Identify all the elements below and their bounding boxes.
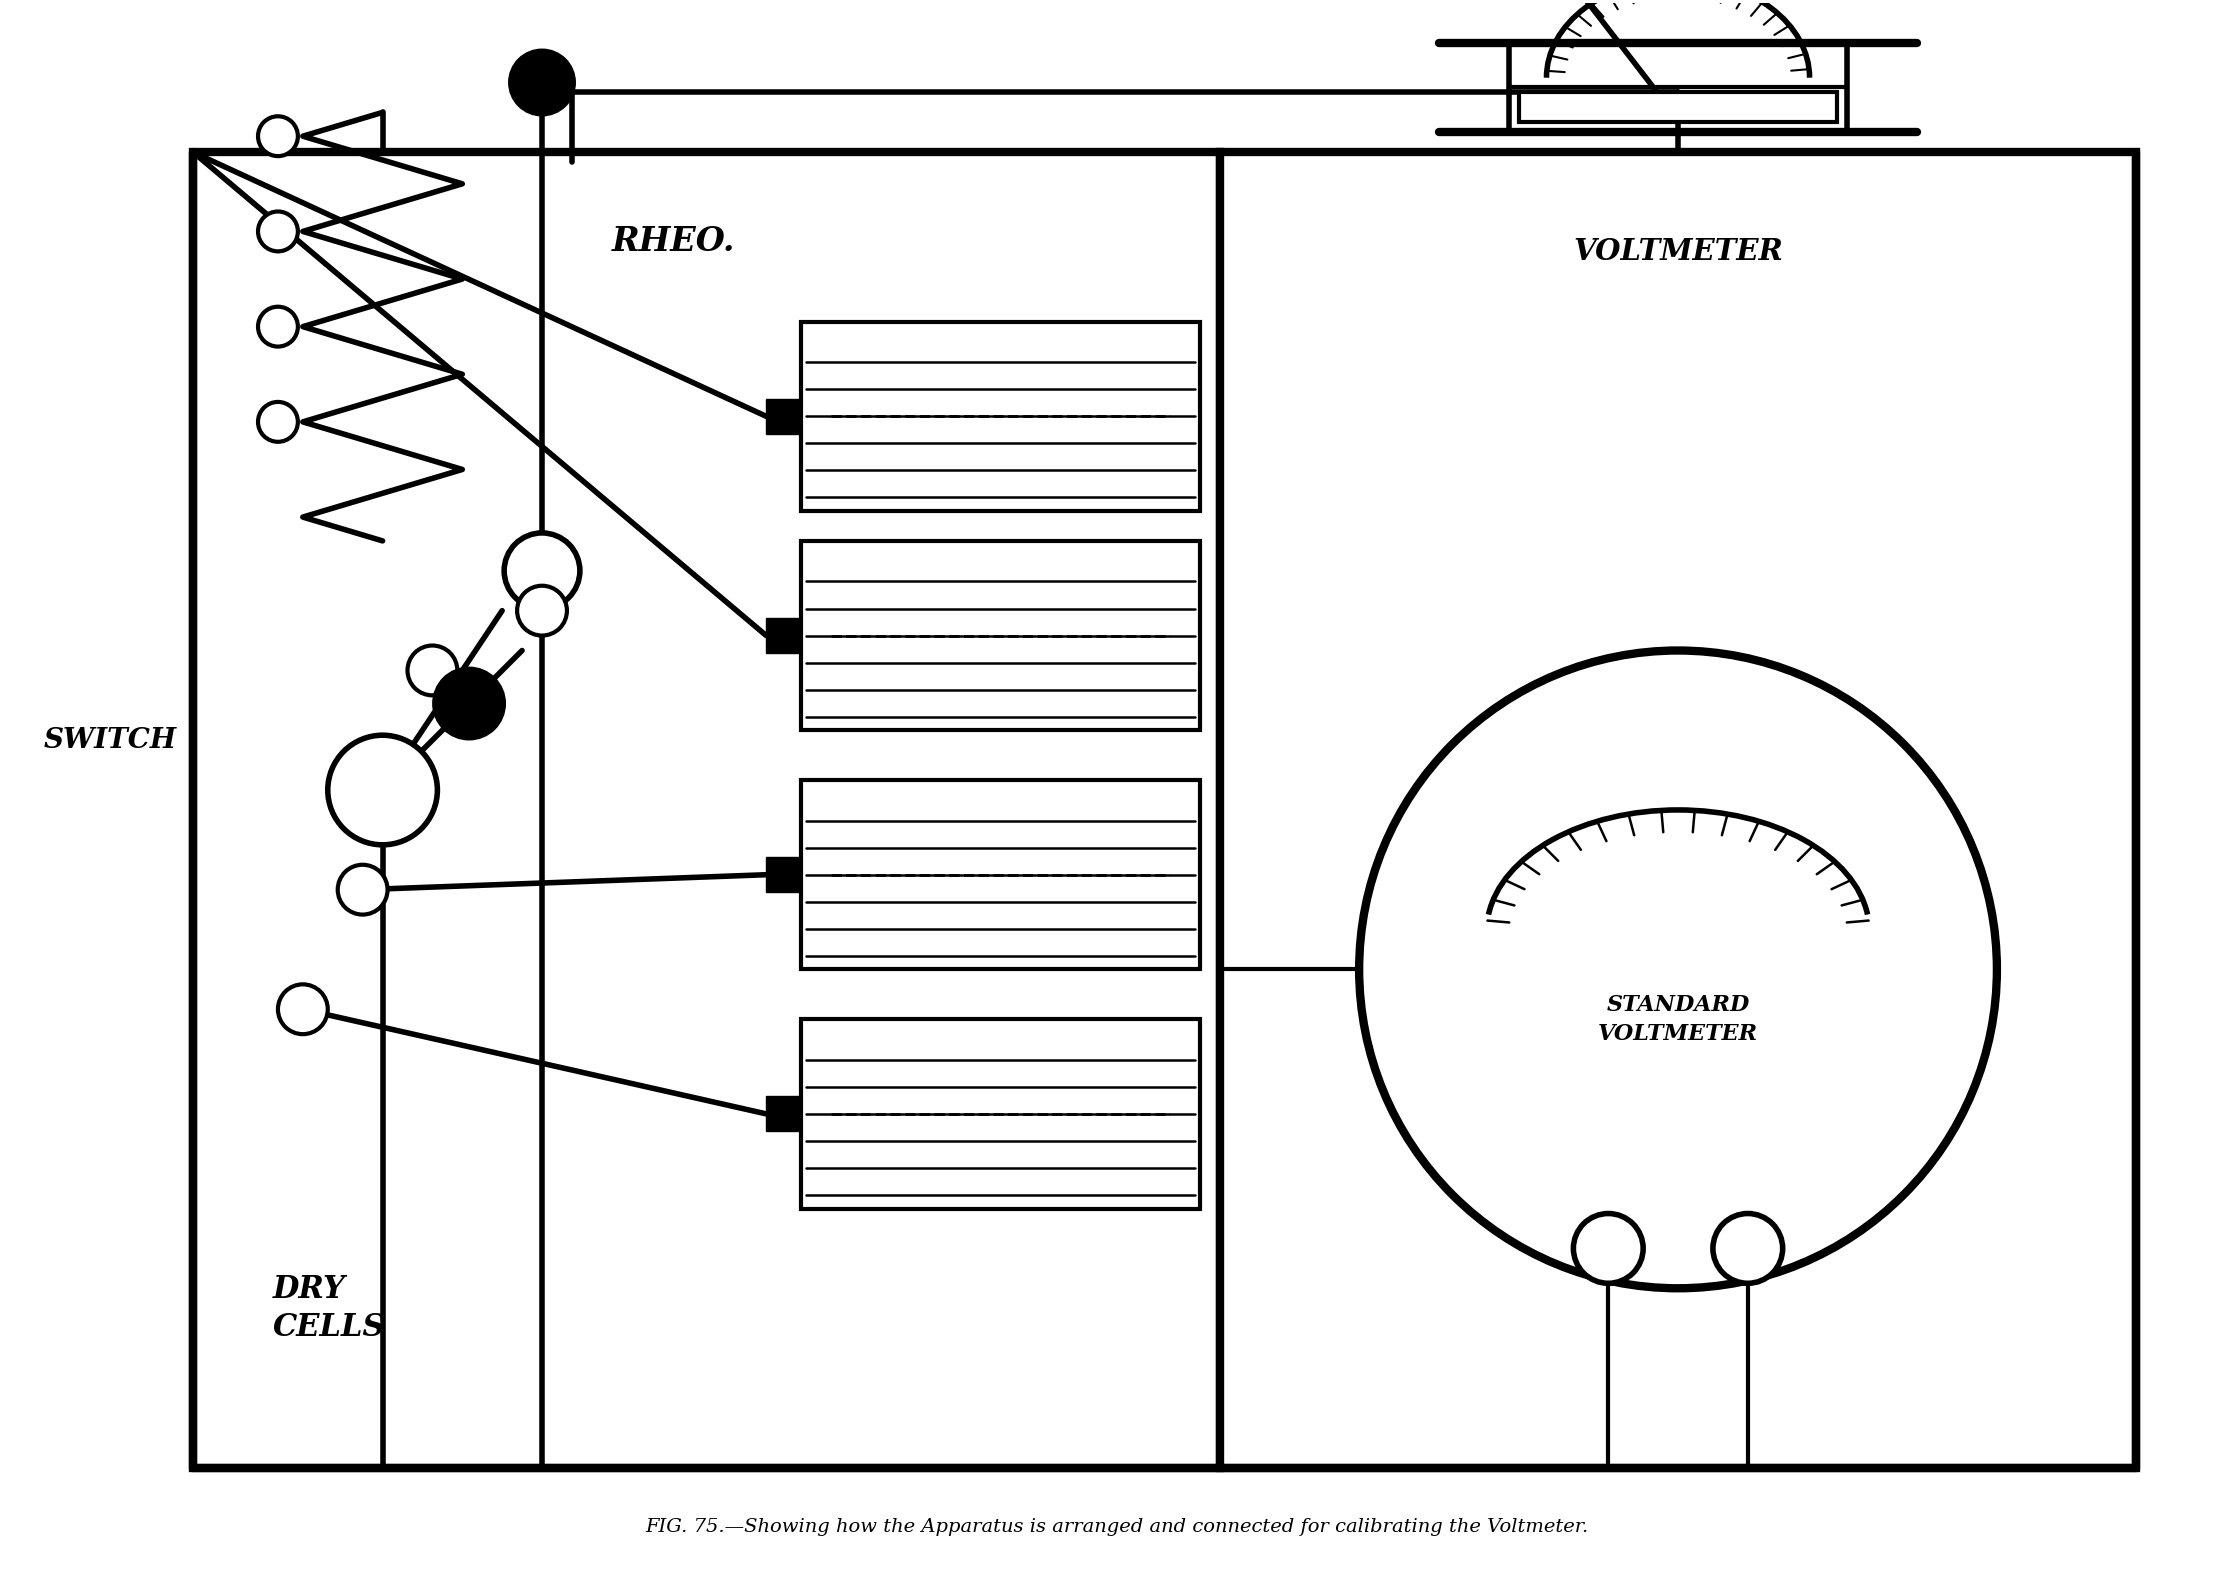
Text: DRY
CELLS: DRY CELLS [272,1274,386,1344]
Text: VOLTMETER: VOLTMETER [1572,237,1782,267]
Circle shape [328,735,438,844]
Circle shape [259,307,297,347]
Circle shape [509,51,574,114]
Text: RHEO.: RHEO. [612,226,735,259]
Circle shape [277,984,328,1034]
Circle shape [433,669,505,738]
Bar [802,541,1199,730]
Bar [802,781,1199,970]
Bar [802,321,1199,510]
Circle shape [337,865,389,914]
Circle shape [406,646,458,695]
Circle shape [259,211,297,251]
Text: STANDARD
VOLTMETER: STANDARD VOLTMETER [1599,994,1757,1045]
Bar [194,153,1219,1468]
Bar [766,399,802,434]
Text: SWITCH: SWITCH [45,727,176,754]
Circle shape [518,585,567,636]
Circle shape [259,402,297,442]
Text: FIG. 75.—Showing how the Apparatus is arranged and connected for calibrating the: FIG. 75.—Showing how the Apparatus is ar… [645,1518,1588,1536]
Bar [766,619,802,653]
Bar [1219,153,2137,1468]
Circle shape [1574,1213,1643,1283]
Circle shape [505,533,581,609]
Bar [802,1019,1199,1208]
Bar [766,1097,802,1132]
Circle shape [1360,650,1996,1288]
Circle shape [1713,1213,1782,1283]
Bar [766,857,802,892]
Bar [1518,92,1838,122]
Circle shape [259,116,297,156]
